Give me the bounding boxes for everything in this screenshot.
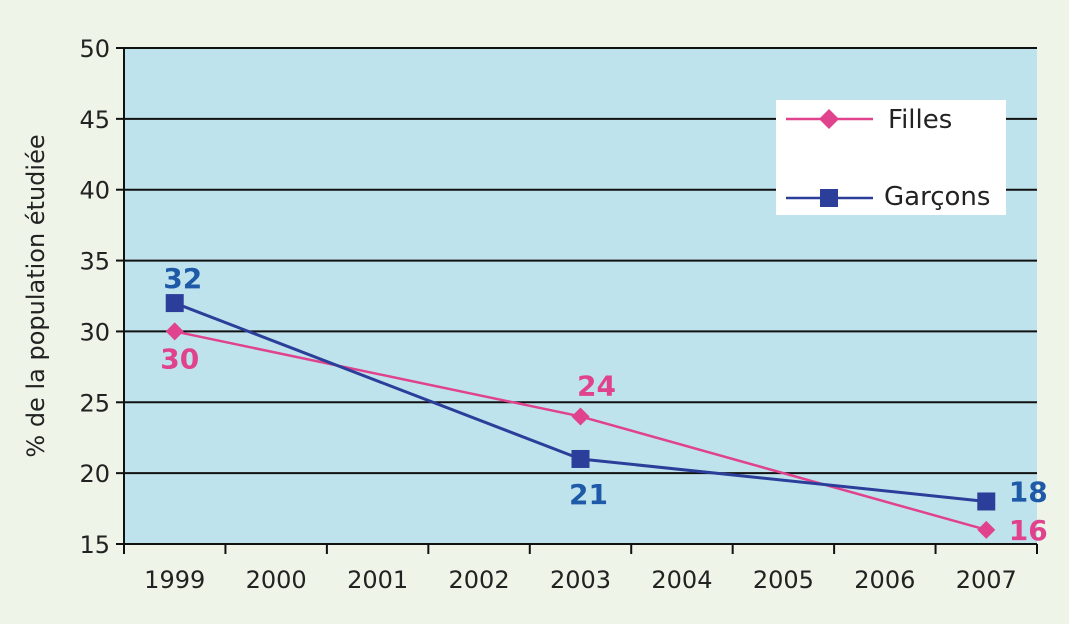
point-filles-0 (165, 322, 184, 341)
y-tick-label-25: 25 (79, 389, 110, 417)
axes (123, 48, 1037, 545)
legend-marker-garcons (820, 189, 838, 207)
y-tick-label-20: 20 (79, 460, 110, 488)
x-tick-label-1999: 1999 (144, 566, 205, 594)
point-garcons-0 (165, 294, 184, 313)
x-tick-label-2003: 2003 (550, 566, 611, 594)
y-tick-label-35: 35 (79, 248, 110, 276)
point-filles-2 (977, 520, 996, 539)
x-tick-label-2007: 2007 (956, 566, 1017, 594)
x-tick-label-2005: 2005 (753, 566, 814, 594)
x-tick-label-2001: 2001 (347, 566, 408, 594)
legend-label-garcons: Garçons (884, 182, 990, 212)
y-axis-title: % de la population étudiée (22, 134, 50, 457)
x-tick-label-2004: 2004 (651, 566, 712, 594)
x-axis-ticks: 1999 2000 2001 2002 2003 2004 2005 2006 2007 (123, 544, 1038, 594)
point-garcons-2 (977, 492, 996, 511)
x-tick-label-2002: 2002 (449, 566, 510, 594)
data-labels: 30 24 16 32 21 18 (160, 262, 1048, 547)
y-tick-label-40: 40 (79, 177, 110, 205)
data-label-filles-2: 16 (1009, 514, 1048, 547)
x-tick-label-2006: 2006 (854, 566, 915, 594)
data-label-filles-1: 24 (577, 369, 616, 402)
y-tick-label-30: 30 (79, 318, 110, 346)
data-label-garcons-0: 32 (163, 262, 202, 295)
point-garcons-1 (571, 449, 590, 468)
data-label-garcons-2: 18 (1009, 475, 1048, 508)
legend-label-filles: Filles (888, 105, 952, 135)
y-tick-label-50: 50 (79, 35, 110, 63)
data-label-filles-0: 30 (160, 342, 199, 375)
y-axis-ticks: 15 20 25 30 35 40 45 50 (79, 35, 124, 559)
series-group (165, 294, 996, 539)
data-label-garcons-1: 21 (569, 478, 608, 511)
y-tick-label-45: 45 (79, 106, 110, 134)
legend: Filles Garçons (776, 100, 1006, 215)
y-tick-label-15: 15 (79, 531, 110, 559)
x-tick-label-2000: 2000 (246, 566, 307, 594)
point-filles-1 (571, 407, 590, 426)
legend-marker-filles (819, 109, 839, 129)
